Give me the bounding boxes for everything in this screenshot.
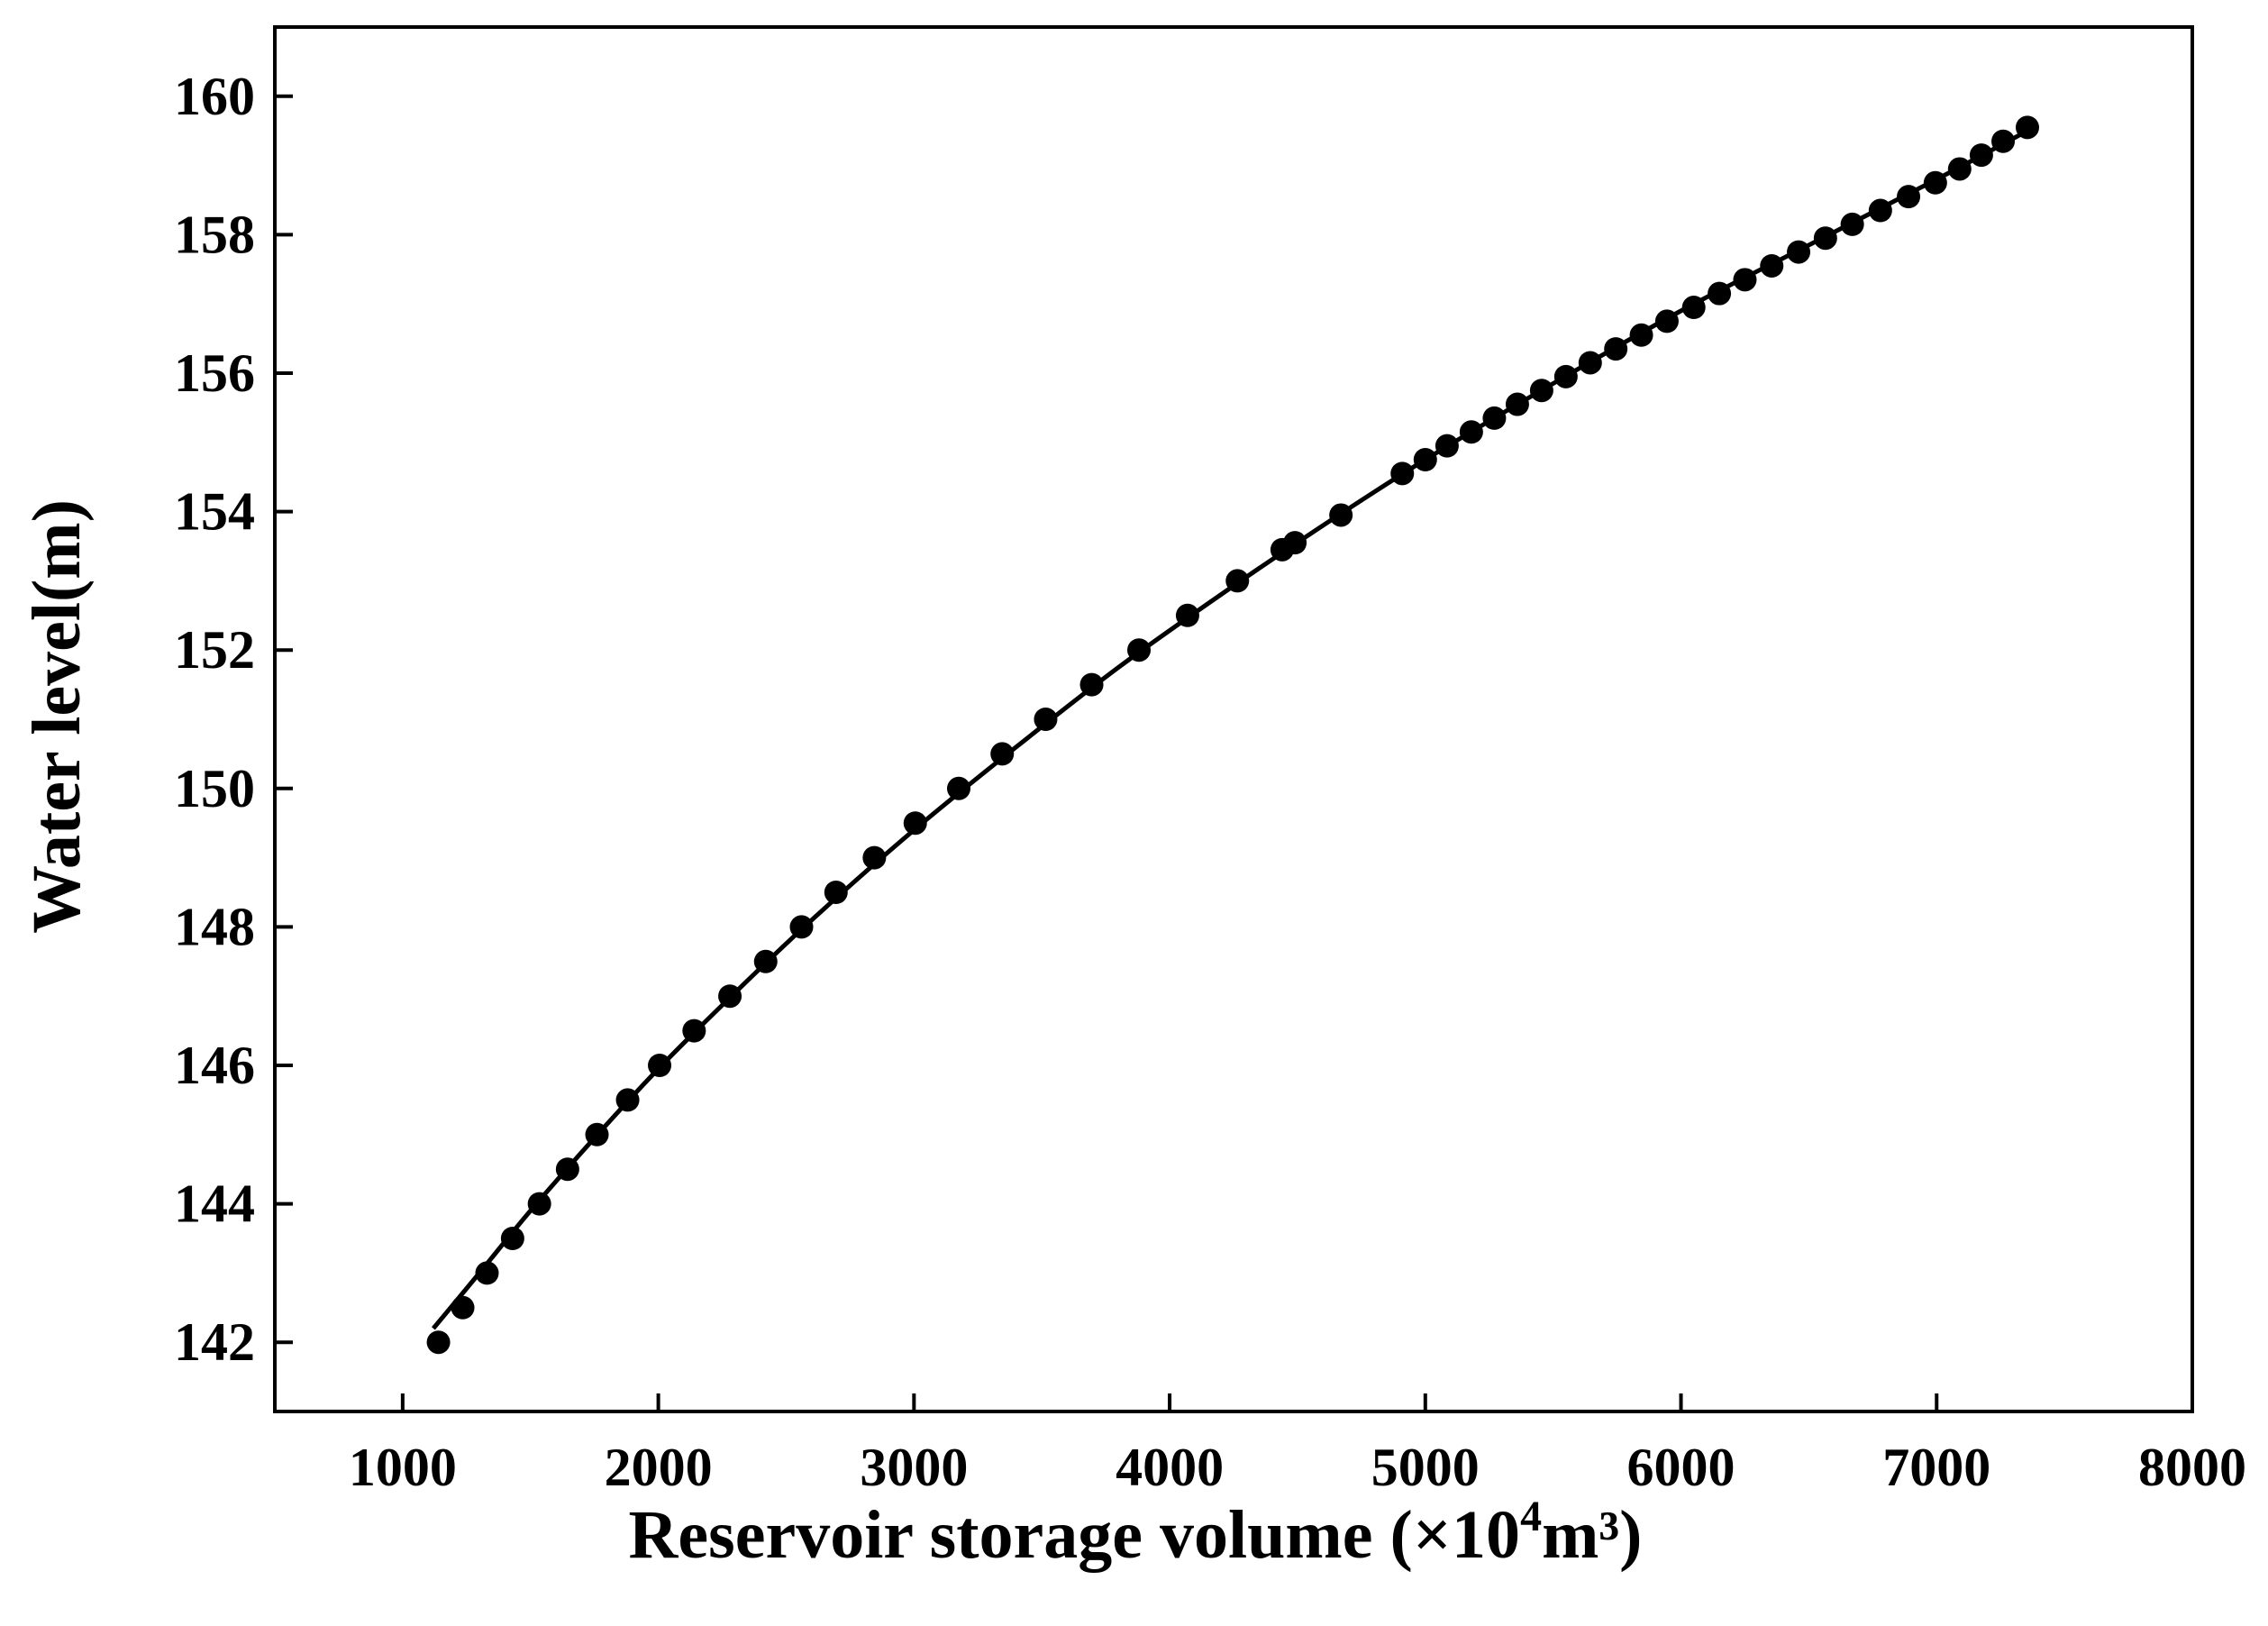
data-point xyxy=(1578,351,1602,375)
data-point xyxy=(1175,603,1199,627)
data-point xyxy=(1787,240,1811,264)
x-tick-label: 7000 xyxy=(1882,1438,1990,1497)
data-point xyxy=(753,949,778,973)
data-point xyxy=(1127,638,1152,662)
data-point xyxy=(789,915,814,939)
plot-frame xyxy=(273,25,2194,1413)
y-tick-label: 154 xyxy=(174,482,255,542)
data-point xyxy=(1760,253,1784,278)
data-point xyxy=(1529,379,1553,403)
y-tick-label: 142 xyxy=(174,1312,255,1372)
data-point xyxy=(718,984,742,1009)
data-point xyxy=(585,1122,609,1146)
data-point xyxy=(824,881,848,904)
data-point xyxy=(1969,143,1993,168)
data-point xyxy=(1482,406,1507,430)
y-tick-label: 160 xyxy=(174,67,255,126)
data-point xyxy=(1991,129,2016,153)
data-point xyxy=(1897,185,1921,209)
x-axis-title: Reservoir storage volume (×104m³) xyxy=(629,1493,1643,1573)
data-point xyxy=(1708,281,1732,306)
x-tick-label: 1000 xyxy=(349,1438,457,1497)
x-axis-title-superscript: 4 xyxy=(1520,1493,1542,1540)
y-tick-label: 150 xyxy=(174,759,255,818)
data-point xyxy=(862,845,887,870)
data-point xyxy=(1283,531,1307,555)
data-point xyxy=(527,1192,551,1216)
data-point xyxy=(990,742,1015,766)
data-point xyxy=(1947,157,1972,181)
data-point xyxy=(903,811,927,836)
data-point xyxy=(1079,672,1104,697)
data-point xyxy=(1868,198,1892,223)
data-point xyxy=(2015,115,2039,140)
x-tick-label: 2000 xyxy=(605,1438,713,1497)
data-point xyxy=(1413,448,1437,471)
data-point xyxy=(648,1054,672,1077)
data-point xyxy=(426,1330,451,1355)
x-tick-label: 3000 xyxy=(860,1438,968,1497)
data-point xyxy=(475,1261,499,1285)
y-tick-label: 148 xyxy=(174,897,255,956)
data-point xyxy=(1681,296,1706,320)
x-tick-label: 6000 xyxy=(1627,1438,1735,1497)
y-tick-label: 146 xyxy=(174,1036,255,1095)
data-point xyxy=(1654,309,1679,333)
data-point xyxy=(1553,364,1578,388)
y-tick-label: 144 xyxy=(174,1174,255,1234)
data-point xyxy=(1329,503,1353,527)
data-point xyxy=(1923,170,1947,195)
data-point xyxy=(946,776,970,800)
data-point xyxy=(615,1088,640,1112)
y-tick-label: 156 xyxy=(174,343,255,403)
x-tick-label: 4000 xyxy=(1116,1438,1224,1497)
x-tick-label: 5000 xyxy=(1371,1438,1480,1497)
data-point xyxy=(500,1227,524,1250)
data-point xyxy=(1435,434,1459,458)
ticks-layer: 1000 2000 3000 4000 5000 6000 7000 8000 142 144 14… xyxy=(174,67,2246,1497)
data-point xyxy=(1840,212,1864,236)
y-axis-title: Water level(m) xyxy=(19,499,95,934)
y-tick-label: 152 xyxy=(174,620,255,680)
x-axis-title-main: Reservoir storage volume (×10 xyxy=(629,1497,1521,1573)
data-point xyxy=(682,1019,706,1043)
fit-line xyxy=(431,128,2029,1330)
data-point xyxy=(1604,337,1628,361)
x-tick-label: 8000 xyxy=(2138,1438,2246,1497)
data-point xyxy=(1034,708,1058,731)
data-point xyxy=(1629,323,1653,347)
points-layer xyxy=(426,115,2039,1355)
data-point xyxy=(1390,461,1415,486)
data-point xyxy=(1459,420,1483,444)
data-point xyxy=(1505,392,1529,416)
x-axis-title-unit: m³) xyxy=(1542,1497,1642,1573)
data-point xyxy=(1733,268,1757,292)
data-point xyxy=(451,1295,475,1320)
data-point xyxy=(1225,569,1250,593)
data-point xyxy=(1813,226,1837,251)
data-point xyxy=(555,1157,579,1182)
y-tick-label: 158 xyxy=(174,205,255,264)
